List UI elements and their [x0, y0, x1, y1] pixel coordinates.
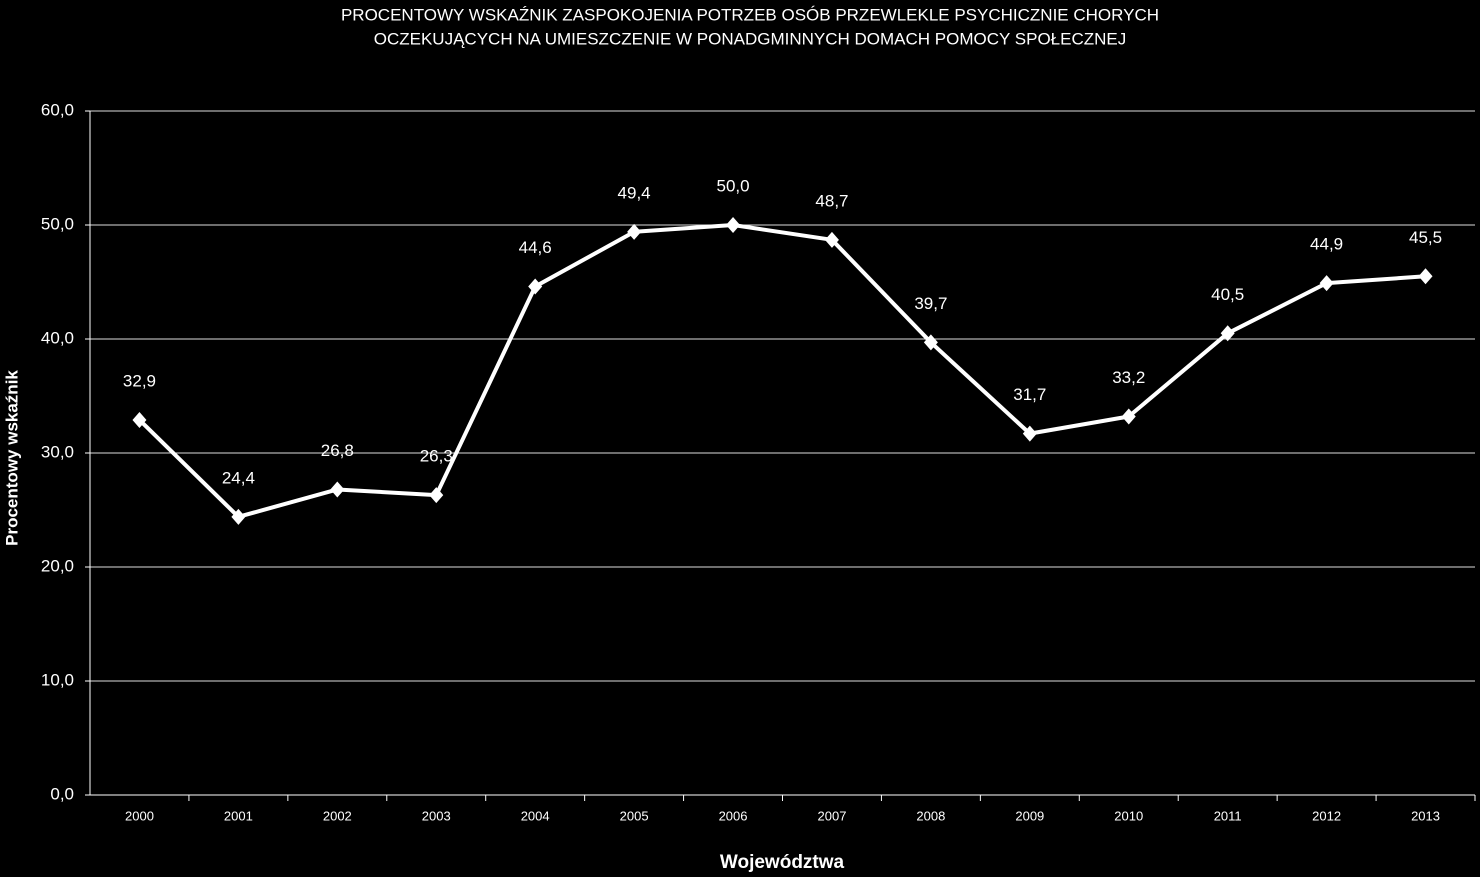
marker — [1121, 408, 1136, 425]
x-tick-label: 2012 — [1312, 808, 1341, 823]
marker — [528, 278, 543, 295]
data-label: 44,9 — [1310, 235, 1343, 254]
data-label: 49,4 — [618, 183, 651, 202]
marker — [132, 411, 147, 428]
y-tick-label: 30,0 — [41, 442, 74, 461]
x-tick-label: 2006 — [719, 808, 748, 823]
marker — [824, 231, 839, 248]
x-tick-label: 2005 — [620, 808, 649, 823]
x-tick-label: 2009 — [1015, 808, 1044, 823]
line — [138, 223, 1426, 519]
data-label: 33,2 — [1112, 368, 1145, 387]
x-tick-label: 2004 — [521, 808, 550, 823]
data-label: 26,3 — [420, 447, 453, 466]
data-label: 26,8 — [321, 441, 354, 460]
x-tick-label: 2007 — [818, 808, 847, 823]
x-tick-label: 2002 — [323, 808, 352, 823]
x-tick-label: 2011 — [1214, 808, 1242, 823]
data-label: 50,0 — [716, 176, 749, 195]
data-label: 24,4 — [222, 468, 255, 487]
x-tick-label: 2003 — [422, 808, 451, 823]
marker — [231, 508, 246, 525]
x-tick-label: 2010 — [1114, 808, 1143, 823]
x-tick-label: 2000 — [125, 808, 154, 823]
marker — [1319, 275, 1334, 292]
marker — [1220, 325, 1235, 342]
y-tick-label: 60,0 — [41, 100, 74, 119]
y-tick-label: 40,0 — [41, 328, 74, 347]
marker — [627, 223, 642, 240]
x-tick-label: 2001 — [224, 808, 253, 823]
marker — [923, 334, 938, 351]
chart-title: OCZEKUJĄCYCH NA UMIESZCZENIE W PONADGMIN… — [374, 29, 1126, 48]
data-label: 40,5 — [1211, 285, 1244, 304]
x-tick-label: 2013 — [1411, 808, 1440, 823]
y-tick-label: 50,0 — [41, 214, 74, 233]
marker — [1418, 268, 1433, 285]
data-label: 31,7 — [1013, 385, 1046, 404]
y-tick-label: 10,0 — [41, 670, 74, 689]
x-tick-label: 2008 — [916, 808, 945, 823]
data-label: 44,6 — [519, 238, 552, 257]
marker — [726, 217, 741, 233]
marker — [330, 481, 345, 498]
data-label: 48,7 — [815, 191, 848, 210]
marker — [429, 487, 444, 504]
chart-title: PROCENTOWY WSKAŹNIK ZASPOKOJENIA POTRZEB… — [341, 5, 1159, 24]
data-label: 32,9 — [123, 371, 156, 390]
data-label: 39,7 — [914, 294, 947, 313]
x-axis-title: Województwa — [720, 852, 845, 873]
y-tick-label: 0,0 — [50, 784, 74, 803]
data-label: 45,5 — [1409, 228, 1442, 247]
y-axis-title: Procentowy wskaźnik — [2, 370, 21, 546]
marker — [1022, 425, 1037, 442]
y-tick-label: 20,0 — [41, 556, 74, 575]
